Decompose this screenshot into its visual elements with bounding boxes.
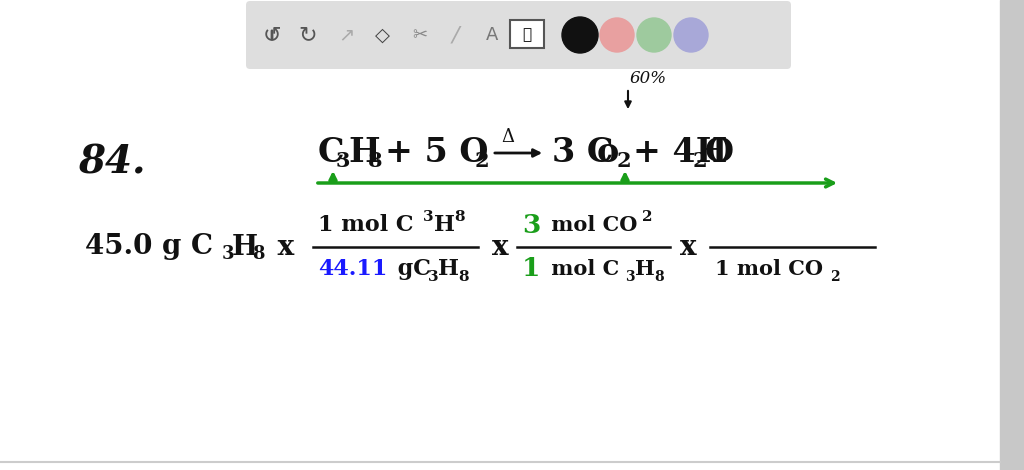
FancyBboxPatch shape <box>246 1 791 69</box>
Text: H: H <box>232 234 258 260</box>
Text: 1 mol C: 1 mol C <box>318 214 414 236</box>
Text: 45.0 g C: 45.0 g C <box>85 234 213 260</box>
Text: ↗: ↗ <box>338 25 354 45</box>
Text: /: / <box>452 25 459 45</box>
Text: 8: 8 <box>458 270 469 284</box>
Text: 2: 2 <box>830 270 840 284</box>
Text: x: x <box>492 234 509 260</box>
Text: 8: 8 <box>252 245 264 263</box>
Text: ↻: ↻ <box>299 25 317 45</box>
Text: 84.: 84. <box>78 144 145 182</box>
Text: C: C <box>318 136 344 170</box>
Text: + 4H: + 4H <box>633 136 727 170</box>
Text: O: O <box>705 136 734 170</box>
Circle shape <box>637 18 671 52</box>
Text: ◇: ◇ <box>375 25 389 45</box>
Text: ↺: ↺ <box>263 25 282 45</box>
Bar <box>510 20 544 48</box>
Text: 1: 1 <box>522 257 541 282</box>
Text: 3: 3 <box>336 151 350 171</box>
Text: H: H <box>635 259 655 279</box>
Circle shape <box>674 18 708 52</box>
Text: 2: 2 <box>693 151 708 171</box>
Text: 2: 2 <box>642 210 652 224</box>
Circle shape <box>600 18 634 52</box>
Text: 3: 3 <box>423 210 433 224</box>
Text: 1 mol CO: 1 mol CO <box>715 259 823 279</box>
Text: H: H <box>438 258 459 280</box>
Text: 44.11: 44.11 <box>318 258 387 280</box>
Text: H: H <box>348 136 380 170</box>
Text: H: H <box>434 214 455 236</box>
Text: 8: 8 <box>654 270 664 284</box>
Text: mol CO: mol CO <box>544 215 637 235</box>
Text: Δ: Δ <box>502 128 514 146</box>
Text: x: x <box>268 234 294 260</box>
Text: 2: 2 <box>617 151 632 171</box>
Text: 3: 3 <box>625 270 635 284</box>
Text: 3: 3 <box>428 270 438 284</box>
Text: 60%: 60% <box>630 70 667 87</box>
Text: 3: 3 <box>522 212 541 237</box>
Text: 8: 8 <box>368 151 383 171</box>
Circle shape <box>562 17 598 53</box>
Text: A: A <box>485 26 499 44</box>
Text: 3 C: 3 C <box>552 136 613 170</box>
Text: 8: 8 <box>454 210 465 224</box>
Bar <box>1000 0 1024 470</box>
Text: x: x <box>680 234 696 260</box>
Text: 3: 3 <box>222 245 234 263</box>
Text: ✂: ✂ <box>413 26 428 44</box>
Text: 2: 2 <box>475 151 489 171</box>
Text: 🖼: 🖼 <box>522 28 531 42</box>
Text: o: o <box>597 136 620 170</box>
Text: + 5 O: + 5 O <box>385 136 488 170</box>
Text: gC: gC <box>390 258 431 280</box>
Text: mol C: mol C <box>544 259 620 279</box>
